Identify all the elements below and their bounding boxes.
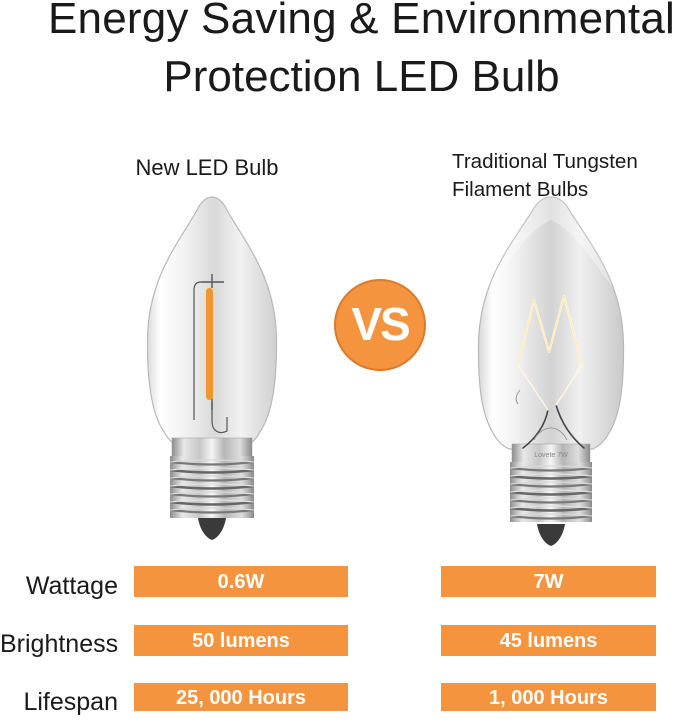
svg-text:Lovete 7W: Lovete 7W <box>534 452 568 459</box>
